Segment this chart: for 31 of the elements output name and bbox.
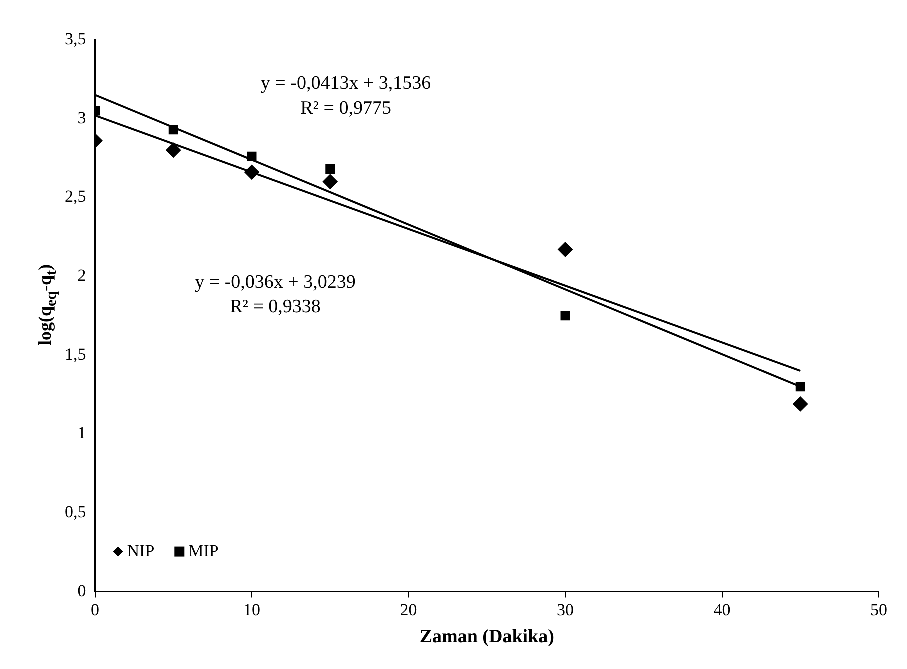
point xyxy=(793,396,808,412)
y-tick-label: 3 xyxy=(78,108,86,128)
annotation: R² = 0,9338 xyxy=(230,296,321,318)
x-tick-label: 10 xyxy=(244,600,260,620)
point xyxy=(168,125,178,135)
legend-label: MIP xyxy=(188,541,219,560)
legend-label: NIP xyxy=(127,541,155,560)
point xyxy=(166,142,182,158)
point xyxy=(558,242,573,258)
y-tick-label: 0 xyxy=(78,581,86,600)
x-tick-label: 20 xyxy=(400,600,418,620)
point xyxy=(244,164,260,180)
x-tick-label: 40 xyxy=(714,600,731,620)
x-tick-label: 50 xyxy=(870,600,888,620)
point xyxy=(247,152,257,162)
y-tick-label: 1 xyxy=(78,424,86,443)
point xyxy=(796,382,806,392)
x-axis-title: Zaman (Dakika) xyxy=(420,626,554,648)
y-tick-label: 3,5 xyxy=(65,29,86,48)
point xyxy=(322,174,338,190)
x-tick-label: 30 xyxy=(557,600,574,620)
x-tick-label: 0 xyxy=(91,600,100,620)
y-tick-label: 1,5 xyxy=(65,344,86,364)
annotation: y = -0,036x + 3,0239 xyxy=(195,272,356,293)
y-tick-label: 2 xyxy=(78,266,86,285)
point xyxy=(560,311,570,321)
annotation: y = -0,0413x + 3,1536 xyxy=(260,73,432,94)
y-tick-label: 0,5 xyxy=(65,502,86,522)
point xyxy=(326,164,336,174)
y-tick-label: 2,5 xyxy=(65,187,86,206)
annotation: R² = 0,9775 xyxy=(300,98,392,119)
